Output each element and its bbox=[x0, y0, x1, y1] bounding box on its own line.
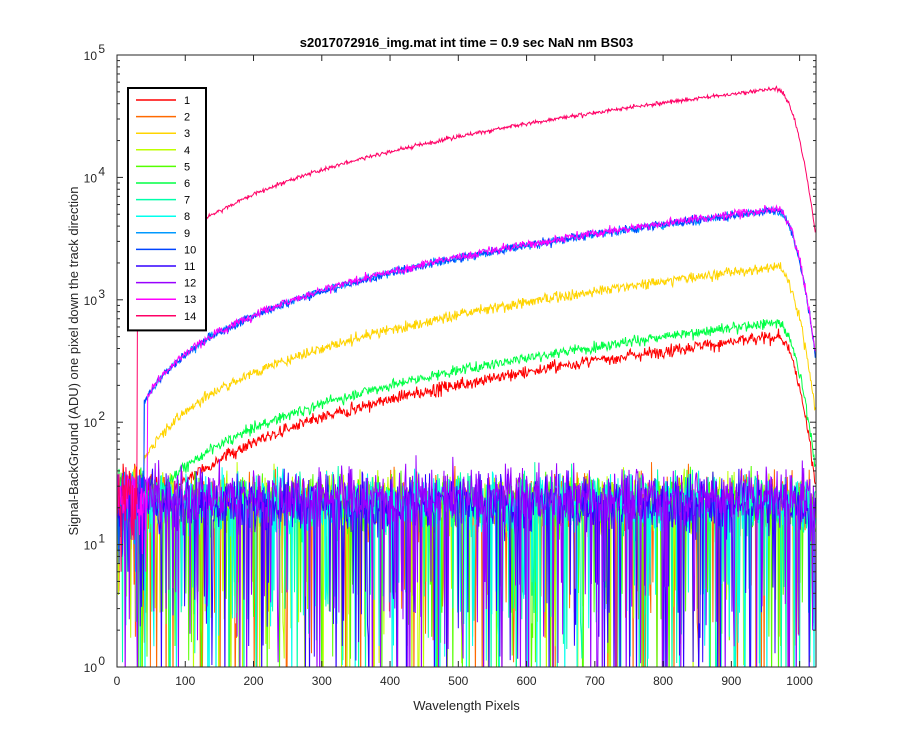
legend-label-9: 9 bbox=[184, 228, 190, 240]
y-axis-title: Signal-BackGround (ADU) one pixel down t… bbox=[66, 186, 81, 535]
y-tick-exponent: 4 bbox=[98, 164, 105, 178]
y-tick-exponent: 3 bbox=[98, 287, 105, 301]
y-tick-label: 10 bbox=[84, 416, 98, 430]
x-tick-label: 1000 bbox=[786, 674, 813, 688]
x-axis-title: Wavelength Pixels bbox=[413, 698, 520, 713]
series-line-1 bbox=[117, 328, 816, 572]
legend-label-7: 7 bbox=[184, 195, 190, 207]
y-tick-exponent: 2 bbox=[98, 409, 105, 423]
y-tick-exponent: 0 bbox=[98, 654, 105, 668]
x-tick-label: 200 bbox=[244, 674, 264, 688]
series-line-14 bbox=[117, 85, 816, 572]
x-tick-label: 500 bbox=[448, 674, 468, 688]
legend-label-11: 11 bbox=[184, 261, 195, 273]
x-tick-label: 900 bbox=[721, 674, 741, 688]
y-tick-exponent: 5 bbox=[98, 42, 105, 56]
series-line-6 bbox=[117, 319, 816, 555]
axes-box bbox=[116, 54, 817, 668]
legend-label-4: 4 bbox=[184, 145, 190, 157]
legend-label-2: 2 bbox=[184, 112, 190, 124]
y-tick-label: 10 bbox=[84, 294, 98, 308]
legend-label-5: 5 bbox=[184, 161, 190, 173]
x-tick-label: 0 bbox=[114, 674, 121, 688]
legend-label-6: 6 bbox=[184, 178, 190, 190]
y-tick-exponent: 1 bbox=[98, 532, 105, 546]
y-tick-label: 10 bbox=[84, 49, 98, 63]
series-line-3 bbox=[117, 262, 816, 572]
legend-label-1: 1 bbox=[184, 95, 190, 107]
x-tick-label: 100 bbox=[175, 674, 195, 688]
x-tick-label: 300 bbox=[312, 674, 332, 688]
x-tick-label: 700 bbox=[585, 674, 605, 688]
series-line-12 bbox=[117, 455, 816, 667]
series-layer bbox=[117, 85, 816, 667]
legend-label-3: 3 bbox=[184, 128, 190, 140]
y-tick-label: 10 bbox=[84, 661, 98, 675]
legend-box bbox=[127, 87, 207, 332]
x-tick-label: 800 bbox=[653, 674, 673, 688]
series-line-13 bbox=[117, 204, 816, 572]
legend-label-14: 14 bbox=[184, 311, 196, 323]
legend-label-8: 8 bbox=[184, 211, 190, 223]
legend-label-12: 12 bbox=[184, 278, 196, 290]
legend-label-13: 13 bbox=[184, 294, 196, 306]
y-tick-label: 10 bbox=[84, 171, 98, 185]
y-tick-label: 10 bbox=[84, 539, 98, 553]
legend-label-10: 10 bbox=[184, 244, 196, 256]
chart-title: s2017072916_img.mat int time = 0.9 sec N… bbox=[300, 35, 634, 50]
x-tick-label: 400 bbox=[380, 674, 400, 688]
x-tick-label: 600 bbox=[517, 674, 537, 688]
